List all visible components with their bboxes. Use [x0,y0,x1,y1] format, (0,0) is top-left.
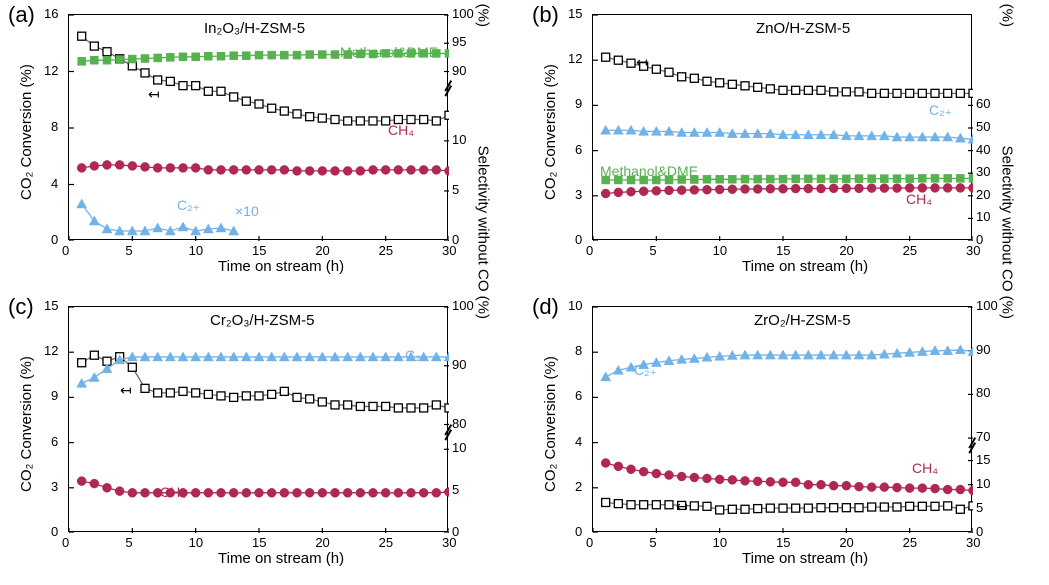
plot-area-c [68,306,448,532]
chart-svg-c [69,307,449,533]
axis-break-a [442,83,454,93]
label-c2plus-a: C₂₊ [177,197,200,214]
chart-svg-b [593,15,973,241]
conversion-arrow-b: ↤ [636,54,648,71]
label-ch4-c: CH₄ [160,484,186,500]
conversion-arrow-a: ↤ [148,86,160,103]
label-methanol-dme-b: Methanol&DME [600,163,698,179]
label-ch4-d: CH₄ [912,460,938,476]
label-ch4-a: CH₄ [388,122,414,138]
left-y-label-a: CO₂ Conversion (%) [18,64,35,200]
panel-letter-c: (c) [8,294,34,320]
left-y-label-c: CO₂ Conversion (%) [18,356,35,492]
left-y-label-b: CO₂ Conversion (%) [542,64,559,200]
panel-b: (b) ZnO/H-ZSM-5 C₂₊ Methanol&DME CH₄ ↤ T… [524,0,1049,292]
label-ch4-b: CH₄ [906,191,932,207]
x-axis-label-a: Time on stream (h) [218,258,344,275]
figure-container: (a) In₂O₃/H-ZSM-5 Methanol&DME CH₄ C₂₊ ×… [0,0,1049,585]
panel-title-a: In₂O₃/H-ZSM-5 [204,20,305,37]
label-x10-a: ×10 [235,203,259,219]
left-y-label-d: CO₂ Conversion (%) [542,356,559,492]
right-y-label-a: Selectivity without CO (%) [474,0,491,27]
panel-letter-b: (b) [532,2,559,28]
right-y-label-d: Selectivity without CO (%) [998,146,1015,319]
label-c2plus-b: C₂₊ [929,102,952,119]
panel-title-c: Cr₂O₃/H-ZSM-5 [210,312,314,329]
chart-svg-d [593,307,973,533]
label-c2plus-d: C₂₊ [634,362,657,379]
right-y-label-b: Selectivity without CO (%) [998,0,1015,27]
conversion-arrow-c: ↤ [120,382,132,399]
panel-title-d: ZrO₂/H-ZSM-5 [754,312,851,329]
conversion-arrow-d: ↤ [676,498,688,515]
x-axis-label-b: Time on stream (h) [742,258,868,275]
panel-letter-d: (d) [532,294,559,320]
label-methanol-dme-a: Methanol&DME [340,44,438,60]
x-axis-label-d: Time on stream (h) [742,550,868,567]
panel-a: (a) In₂O₃/H-ZSM-5 Methanol&DME CH₄ C₂₊ ×… [0,0,524,292]
plot-area-d [592,306,972,532]
panel-letter-a: (a) [8,2,35,28]
panel-d: (d) ZrO₂/H-ZSM-5 C₂₊ CH₄ ↤ Time on strea… [524,292,1049,584]
panel-c: (c) Cr₂O₃/H-ZSM-5 C₂₊ CH₄ ↤ Time on stre… [0,292,524,584]
panel-title-b: ZnO/H-ZSM-5 [756,20,850,37]
x-axis-label-c: Time on stream (h) [218,550,344,567]
label-c2plus-c: C₂₊ [405,347,428,364]
right-y-label-c: Selectivity without CO (%) [474,146,491,319]
